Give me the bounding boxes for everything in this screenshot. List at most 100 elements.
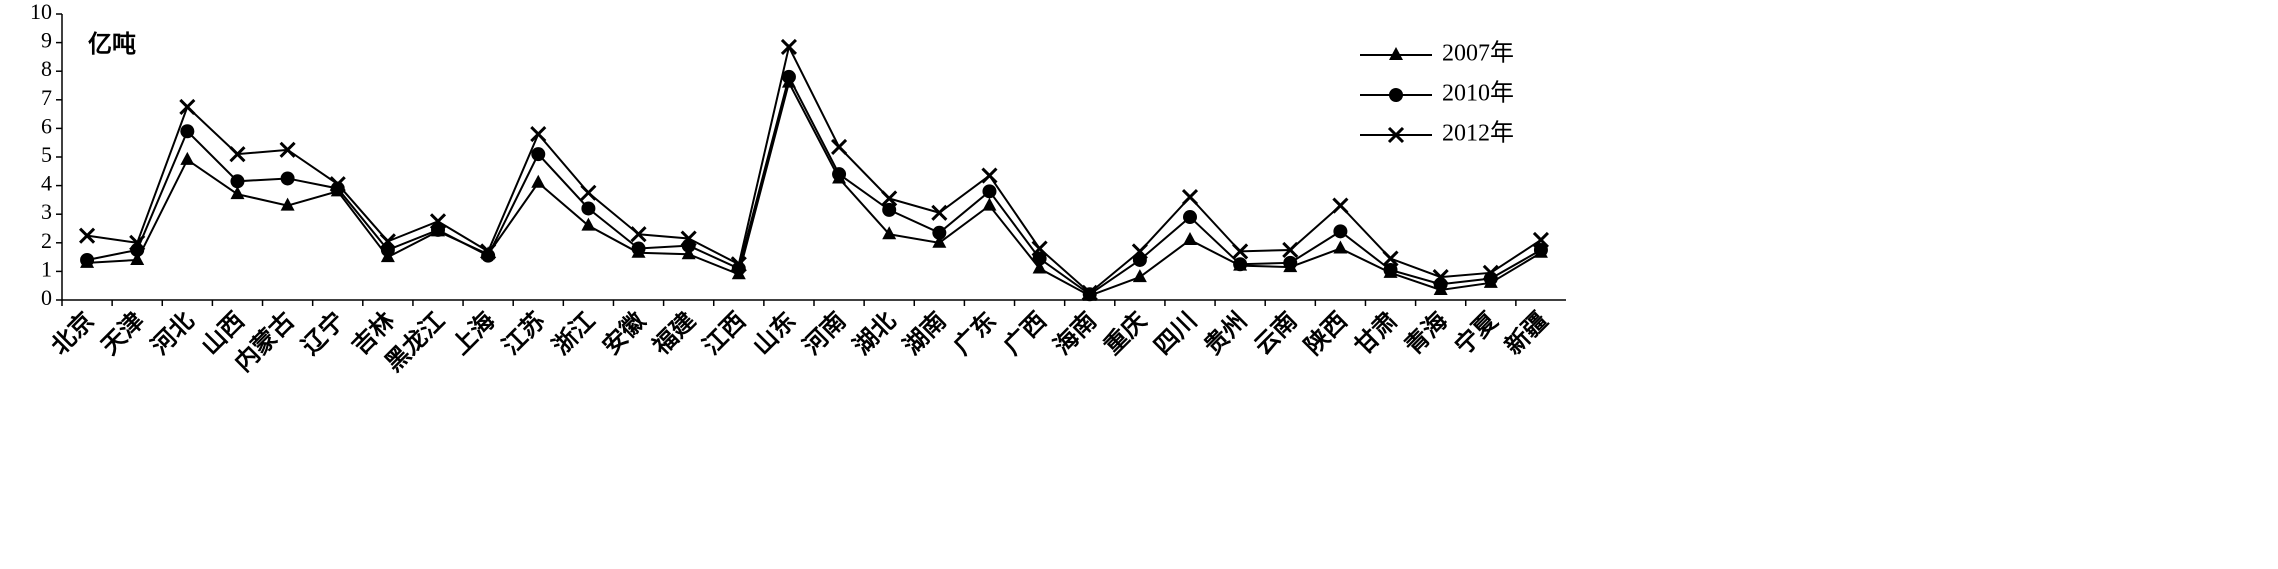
x-tick-label: 福建 bbox=[646, 306, 700, 360]
x-tick-label: 广东 bbox=[948, 306, 1002, 360]
marker bbox=[279, 141, 296, 158]
y-tick-label: 3 bbox=[41, 199, 52, 224]
marker bbox=[531, 147, 546, 162]
x-tick-label: 重庆 bbox=[1098, 306, 1152, 360]
y-tick-label: 0 bbox=[41, 285, 52, 310]
marker bbox=[832, 167, 847, 182]
marker bbox=[1283, 255, 1298, 270]
marker bbox=[731, 261, 746, 276]
marker bbox=[280, 171, 295, 186]
marker bbox=[80, 252, 95, 267]
marker bbox=[1031, 240, 1048, 257]
marker bbox=[881, 190, 898, 207]
marker bbox=[230, 186, 245, 200]
x-tick-label: 河南 bbox=[798, 306, 852, 360]
marker bbox=[1383, 262, 1398, 277]
series-line bbox=[87, 79, 1542, 297]
marker bbox=[631, 241, 646, 256]
marker bbox=[130, 251, 145, 265]
marker bbox=[531, 174, 546, 188]
marker bbox=[981, 167, 998, 184]
x-tick-label: 宁夏 bbox=[1449, 306, 1503, 360]
marker bbox=[180, 124, 195, 139]
marker bbox=[1232, 243, 1249, 260]
marker bbox=[931, 204, 948, 221]
x-tick-label: 辽宁 bbox=[296, 306, 350, 360]
marker bbox=[1382, 250, 1399, 267]
legend-label: 2010年 bbox=[1442, 80, 1514, 107]
legend-label: 2012年 bbox=[1442, 120, 1514, 147]
marker bbox=[1333, 240, 1348, 254]
x-tick-label: 甘肃 bbox=[1349, 306, 1403, 360]
x-tick-label: 湖北 bbox=[848, 306, 902, 360]
legend-label: 2007年 bbox=[1442, 40, 1514, 67]
series-line bbox=[86, 43, 1542, 295]
y-tick-label: 7 bbox=[41, 85, 52, 110]
x-tick-label: 新疆 bbox=[1499, 306, 1553, 360]
marker bbox=[1389, 47, 1403, 60]
marker bbox=[330, 181, 345, 196]
x-tick-label: 河北 bbox=[146, 306, 200, 360]
y-tick-label: 9 bbox=[41, 28, 52, 53]
y-tick-label: 2 bbox=[41, 228, 52, 253]
marker bbox=[1032, 260, 1047, 274]
x-tick-label: 江西 bbox=[697, 306, 751, 360]
marker bbox=[1032, 251, 1047, 266]
x-tick-label: 云南 bbox=[1249, 306, 1303, 360]
marker bbox=[1389, 88, 1403, 102]
marker bbox=[1432, 269, 1449, 286]
marker bbox=[1131, 243, 1148, 260]
marker bbox=[982, 184, 997, 199]
y-tick-label: 6 bbox=[41, 113, 52, 138]
marker bbox=[280, 197, 295, 211]
marker bbox=[831, 138, 848, 156]
x-tick-label: 天津 bbox=[96, 306, 150, 360]
x-tick-label: 北京 bbox=[46, 306, 100, 360]
y-tick-label: 10 bbox=[30, 0, 52, 24]
marker bbox=[179, 98, 196, 116]
marker bbox=[530, 126, 547, 143]
y-tick-label: 4 bbox=[41, 171, 52, 196]
x-tick-label: 湖南 bbox=[898, 306, 952, 360]
x-tick-label: 海南 bbox=[1048, 306, 1102, 360]
x-tick-label: 山东 bbox=[747, 306, 801, 360]
marker bbox=[129, 234, 146, 251]
marker bbox=[1482, 264, 1499, 281]
marker bbox=[680, 230, 697, 247]
marker bbox=[781, 69, 796, 84]
marker bbox=[580, 184, 597, 201]
marker bbox=[1282, 241, 1299, 259]
x-tick-label: 江苏 bbox=[497, 306, 551, 360]
y-tick-label: 1 bbox=[41, 256, 52, 281]
marker bbox=[1081, 284, 1098, 301]
marker bbox=[481, 248, 496, 263]
marker bbox=[882, 226, 897, 240]
unit-annotation: 亿吨 bbox=[88, 30, 136, 58]
marker bbox=[429, 213, 447, 230]
marker bbox=[229, 146, 246, 163]
x-tick-label: 青海 bbox=[1399, 306, 1453, 360]
marker bbox=[1183, 210, 1197, 225]
marker bbox=[1333, 224, 1348, 239]
y-tick-label: 5 bbox=[41, 142, 52, 167]
marker bbox=[1532, 231, 1549, 249]
marker bbox=[581, 201, 596, 216]
marker bbox=[630, 226, 647, 243]
marker bbox=[1181, 188, 1199, 206]
marker bbox=[1387, 126, 1405, 144]
marker bbox=[230, 174, 245, 189]
x-tick-label: 陕西 bbox=[1299, 306, 1353, 360]
marker bbox=[681, 246, 696, 260]
x-tick-label: 广西 bbox=[998, 306, 1052, 360]
marker bbox=[130, 242, 145, 257]
marker bbox=[379, 233, 396, 250]
marker bbox=[780, 38, 797, 55]
series-line bbox=[86, 74, 1542, 296]
marker bbox=[180, 151, 195, 165]
marker bbox=[1533, 242, 1548, 257]
marker bbox=[982, 197, 997, 211]
marker bbox=[932, 225, 947, 240]
y-tick-label: 8 bbox=[41, 56, 52, 81]
marker bbox=[932, 234, 947, 248]
